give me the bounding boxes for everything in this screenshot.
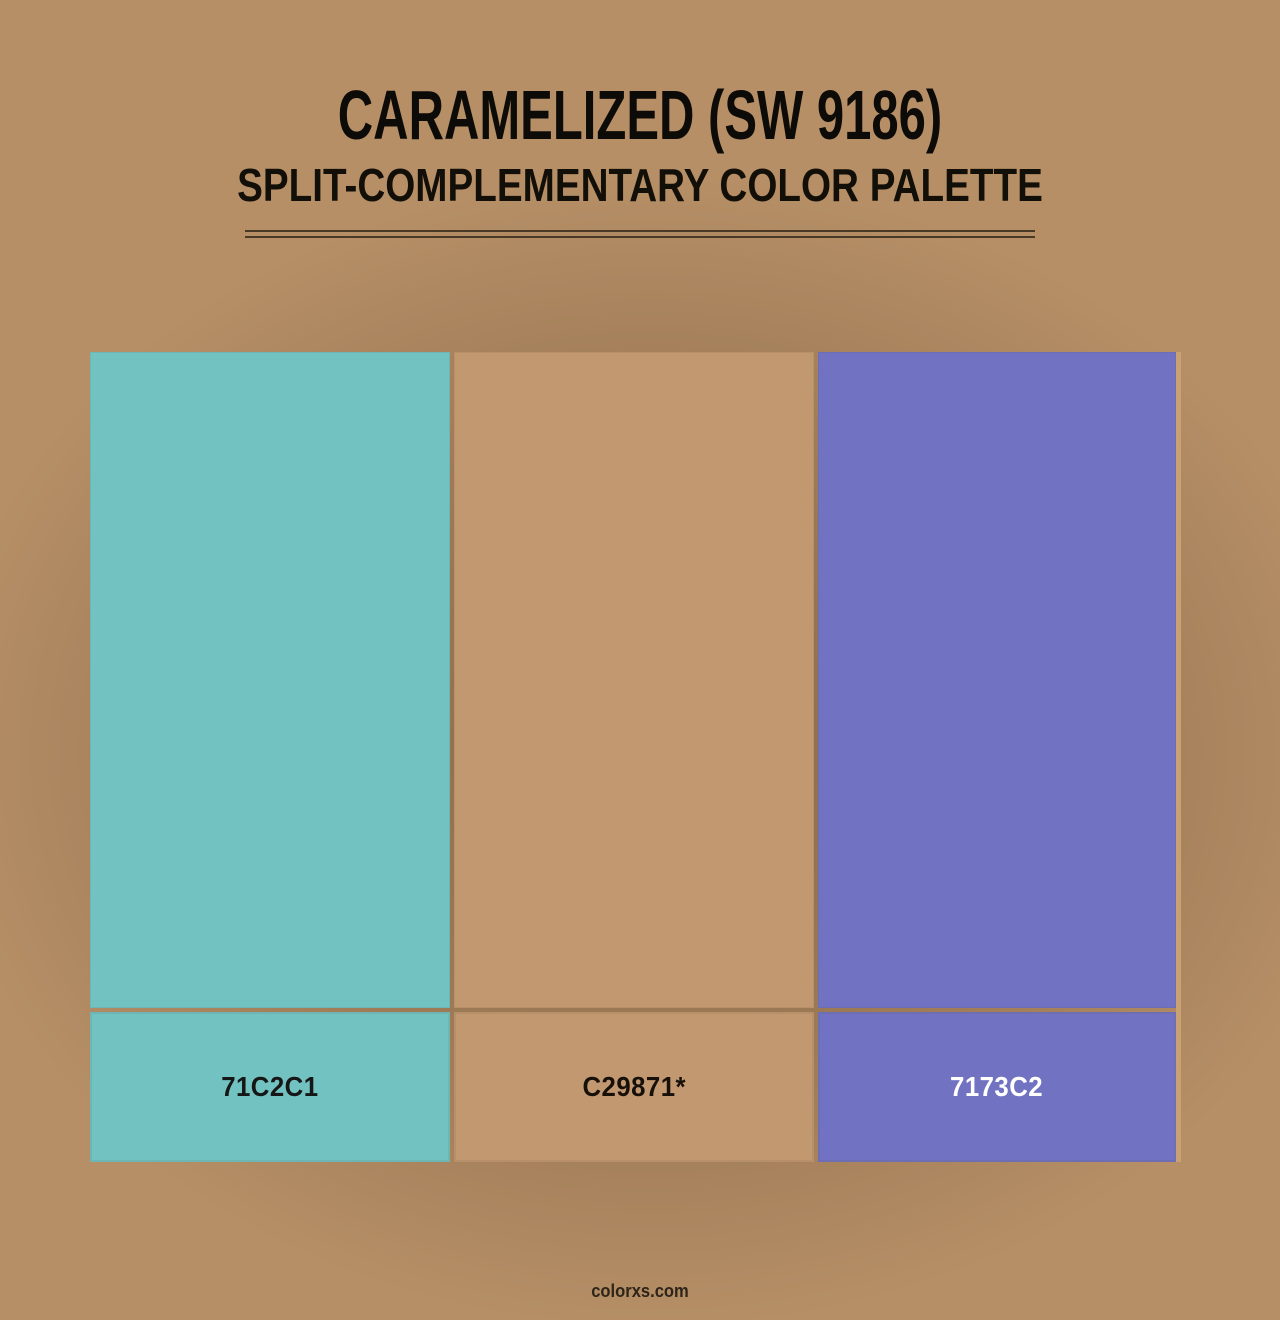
swatch-label-cell-teal[interactable]: 71C2C1: [90, 1012, 450, 1162]
swatch-hex-label-teal: 71C2C1: [221, 1071, 319, 1102]
swatch-hex-label-purple: 7173C2: [950, 1071, 1044, 1102]
page-title: CARAMELIZED (SW 9186): [337, 76, 943, 154]
swatch-label-cell-caramel[interactable]: C29871*: [454, 1012, 814, 1162]
title-divider-rule: [245, 230, 1035, 238]
page-subtitle: SPLIT-COMPLEMENTARY COLOR PALETTE: [237, 159, 1043, 211]
watermark-link[interactable]: colorxs.com: [591, 1281, 689, 1301]
swatch-purple[interactable]: [818, 352, 1176, 1008]
swatch-hex-label-caramel: C29871*: [582, 1071, 686, 1102]
swatch-teal[interactable]: [90, 352, 450, 1008]
palette-grid: 71C2C1 C29871* 7173C2: [90, 352, 1181, 1162]
swatch-label-cell-purple[interactable]: 7173C2: [818, 1012, 1176, 1162]
swatch-caramel-base[interactable]: [454, 352, 814, 1008]
